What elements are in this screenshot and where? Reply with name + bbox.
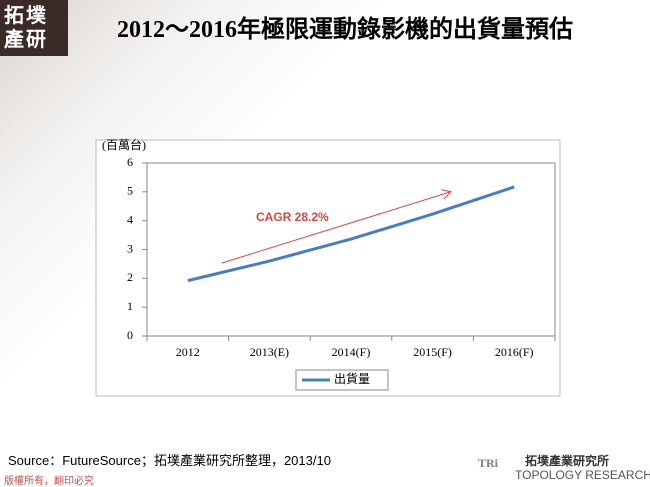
plot-area bbox=[146, 162, 556, 337]
line bbox=[187, 185, 515, 283]
y-axis-label: (百萬台) bbox=[102, 137, 146, 152]
source-note: Source：FutureSource；拓墣產業研究所整理，2013/10 bbox=[8, 453, 331, 468]
chart-title: 2012～2016年極限運動錄影機的出貨量預估 bbox=[117, 17, 573, 43]
x-tick-label: 2014(F) bbox=[332, 345, 371, 359]
x-tick-label: 2016(F) bbox=[495, 345, 534, 359]
y-tick-label: 3 bbox=[127, 241, 133, 255]
x-tick-label: 2012 bbox=[176, 345, 200, 359]
footer-logo-english: TOPOLOGY RESEARCH INSTITUTE bbox=[515, 468, 650, 482]
footer-logo-name: 拓墣產業研究所 bbox=[525, 453, 609, 468]
copyright: 版權所有，翻印必究 bbox=[4, 476, 94, 487]
legend-label: 出貨量 bbox=[334, 371, 370, 386]
legend-box bbox=[295, 369, 389, 391]
x-tick-label: 2015(F) bbox=[413, 345, 452, 359]
y-tick-label: 6 bbox=[127, 155, 133, 169]
logo: 拓墣產研 bbox=[0, 0, 68, 56]
y-tick-label: 2 bbox=[127, 270, 133, 284]
footer-logo-mark: TRi bbox=[478, 456, 499, 470]
annotation: CAGR 28.2% bbox=[256, 210, 329, 224]
footer-logo: TRi 拓墣產業研究所 TOPOLOGY RESEARCH INSTITUTE bbox=[478, 453, 650, 482]
y-tick-label: 5 bbox=[127, 184, 133, 198]
y-tick-label: 4 bbox=[127, 212, 133, 226]
y-tick-label: 0 bbox=[127, 328, 133, 342]
annotation-arrow bbox=[221, 192, 450, 264]
y-tick-label: 1 bbox=[127, 299, 133, 313]
x-tick-label: 2013(E) bbox=[250, 345, 289, 359]
